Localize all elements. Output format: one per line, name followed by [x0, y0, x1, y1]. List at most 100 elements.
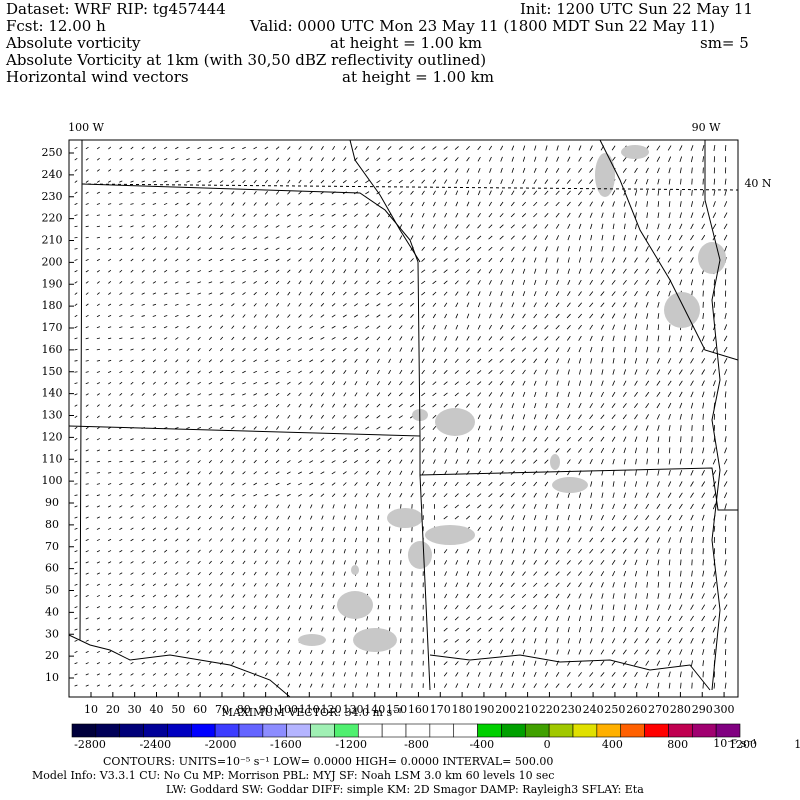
wind-vector	[376, 481, 380, 487]
wind-vector	[521, 224, 527, 229]
wind-vector	[108, 505, 112, 508]
wind-vector	[253, 538, 257, 542]
wind-vector	[455, 582, 459, 588]
wind-vector	[175, 538, 179, 542]
wind-vector	[611, 414, 616, 420]
wind-vector	[208, 314, 213, 318]
wind-vector	[175, 661, 179, 665]
wind-vector	[242, 549, 246, 553]
wind-vector	[321, 593, 324, 599]
wind-vector	[522, 448, 526, 453]
wind-vector	[522, 279, 526, 285]
wind-vector	[578, 571, 582, 576]
wind-vector	[264, 247, 269, 250]
wind-vector	[589, 335, 593, 341]
wind-vector	[175, 583, 179, 587]
wind-vector	[197, 493, 201, 497]
wind-vector	[355, 582, 357, 587]
wind-vector	[499, 358, 504, 363]
wind-vector	[320, 426, 325, 430]
colorbar-label: 400	[602, 738, 623, 751]
wind-vector	[612, 481, 615, 487]
wind-vector	[510, 358, 515, 363]
wind-vector	[611, 436, 616, 442]
wind-vector	[701, 212, 705, 219]
wind-vector	[421, 392, 426, 397]
wind-vector	[611, 515, 616, 521]
wind-vector	[656, 660, 661, 666]
wind-vector	[668, 324, 671, 331]
wind-vector	[242, 404, 246, 407]
wind-vector	[96, 550, 100, 553]
wind-vector	[332, 571, 335, 576]
wind-vector	[511, 313, 515, 319]
wind-vector	[511, 380, 515, 386]
wind-vector	[398, 426, 403, 430]
wind-vector	[455, 291, 459, 296]
wind-vector	[511, 649, 515, 655]
wind-vector	[208, 213, 212, 217]
wind-vector	[477, 313, 481, 319]
wind-vector	[634, 291, 638, 297]
wind-vector	[208, 627, 212, 632]
wind-vector	[690, 525, 694, 532]
wind-vector	[589, 403, 593, 409]
wind-vector	[96, 606, 100, 609]
wind-vector	[522, 436, 526, 442]
wind-vector	[723, 234, 728, 241]
wind-vector	[208, 247, 213, 251]
wind-vector	[724, 301, 727, 308]
wind-vector	[96, 673, 100, 676]
wind-vector	[387, 146, 392, 150]
wind-vector	[544, 336, 549, 341]
wind-vector	[387, 403, 392, 408]
colorbar-box	[596, 723, 622, 738]
wind-vector	[320, 482, 325, 486]
wind-vector	[310, 582, 313, 587]
wind-vector	[612, 447, 616, 454]
wind-vector	[186, 538, 190, 542]
wind-vector	[175, 213, 179, 217]
wind-vector	[74, 438, 78, 441]
wind-vector	[298, 157, 302, 162]
x-tick-label: 240	[583, 703, 604, 716]
wind-vector	[231, 314, 235, 318]
wind-vector	[231, 549, 235, 553]
wind-vector	[544, 325, 549, 330]
wind-vector	[522, 548, 526, 554]
wind-vector	[74, 561, 78, 564]
wind-vector	[622, 425, 627, 431]
wind-vector	[657, 346, 660, 353]
wind-vector	[466, 571, 470, 576]
wind-vector	[197, 684, 201, 688]
wind-vector	[646, 201, 648, 207]
wind-vector	[634, 481, 638, 487]
wind-vector	[264, 325, 268, 329]
wind-vector	[724, 245, 728, 252]
wind-vector	[342, 224, 347, 229]
wind-vector	[74, 248, 78, 250]
wind-vector	[298, 381, 302, 385]
wind-vector	[567, 391, 570, 398]
wind-vector	[657, 223, 660, 230]
wind-vector	[488, 526, 492, 532]
wind-vector	[163, 180, 168, 183]
wind-vector	[242, 583, 246, 587]
wind-vector	[522, 302, 526, 308]
wind-vector	[231, 504, 235, 509]
wind-vector	[74, 371, 78, 373]
wind-vector	[152, 438, 157, 441]
wind-vector	[589, 414, 594, 420]
wind-vector	[231, 236, 235, 240]
wind-vector	[152, 617, 156, 620]
wind-vector	[679, 593, 683, 599]
colorbar-box	[668, 723, 693, 738]
wind-vector	[343, 504, 346, 509]
wind-vector	[175, 158, 179, 161]
wind-vector	[477, 559, 481, 565]
wind-vector	[657, 593, 660, 599]
wind-vector	[712, 581, 716, 588]
wind-vector	[365, 314, 370, 318]
wind-vector	[612, 212, 615, 218]
wind-vector	[522, 627, 526, 632]
